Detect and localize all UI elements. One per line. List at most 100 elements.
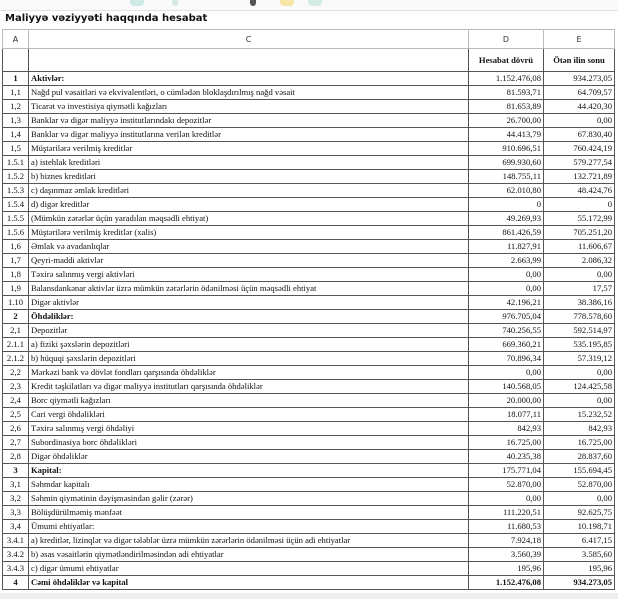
row-number[interactable]: 2,3 [2, 379, 29, 394]
previous-year-value[interactable]: 155.694,45 [543, 463, 615, 478]
row-number[interactable]: 1,7 [2, 253, 29, 268]
current-period-value[interactable]: 0,00 [468, 281, 544, 296]
row-number[interactable]: 1,8 [2, 267, 29, 282]
previous-year-value[interactable]: 934.273,05 [543, 575, 615, 590]
row-label[interactable]: Kapital: [28, 463, 469, 478]
previous-year-value[interactable]: 0,00 [543, 113, 615, 128]
row-number[interactable]: 1 [2, 71, 29, 86]
header-blank[interactable] [28, 48, 469, 72]
row-number[interactable]: 1,9 [2, 281, 29, 296]
previous-year-value[interactable]: 11.606,67 [543, 239, 615, 254]
current-period-value[interactable]: 111.220,51 [468, 505, 544, 520]
current-period-value[interactable]: 669.360,21 [468, 337, 544, 352]
current-period-value[interactable]: 62.010,80 [468, 183, 544, 198]
current-period-value[interactable]: 0,00 [468, 365, 544, 380]
row-label[interactable]: Bölüşdürülməmiş mənfəət [28, 505, 469, 520]
row-number[interactable]: 1.10 [2, 295, 29, 310]
current-period-value[interactable]: 0 [468, 197, 544, 212]
row-label[interactable]: Balansdankənar aktivlər üzrə mümkün zərə… [28, 281, 469, 296]
row-label[interactable]: Subordinasiya borc öhdəlikləri [28, 435, 469, 450]
previous-year-value[interactable]: 6.417,15 [543, 533, 615, 548]
previous-year-value[interactable]: 0,00 [543, 365, 615, 380]
current-period-value[interactable]: 2.663,99 [468, 253, 544, 268]
row-label[interactable]: b) hüquqi şəxslərin depozitləri [28, 351, 469, 366]
previous-year-value[interactable]: 0 [543, 197, 615, 212]
previous-year-value[interactable]: 592.514,97 [543, 323, 615, 338]
current-period-value[interactable]: 740.256,55 [468, 323, 544, 338]
row-number[interactable]: 4 [2, 575, 29, 590]
row-label[interactable]: c) daşınmaz əmlak kreditləri [28, 183, 469, 198]
previous-year-value[interactable]: 10.198,71 [543, 519, 615, 534]
row-label[interactable]: Mərkəzi bank və dövlət fondları qarşısın… [28, 365, 469, 380]
previous-year-value[interactable]: 52.870,00 [543, 477, 615, 492]
current-period-value[interactable]: 81.653,89 [468, 99, 544, 114]
row-number[interactable]: 2,8 [2, 449, 29, 464]
row-label[interactable]: a) kreditlər, lizinqlər və digər tələblə… [28, 533, 469, 548]
horizontal-scrollbar[interactable] [0, 593, 618, 599]
row-number[interactable]: 3.4.3 [2, 561, 29, 576]
header-current-period[interactable]: Hesabat dövrü [468, 48, 544, 72]
current-period-value[interactable]: 20.000,00 [468, 393, 544, 408]
row-number[interactable]: 1,5 [2, 141, 29, 156]
row-label[interactable]: Müştərilərə verilmiş kreditlər (xalis) [28, 225, 469, 240]
current-period-value[interactable]: 1.152.476,08 [468, 71, 544, 86]
row-number[interactable]: 1,1 [2, 85, 29, 100]
previous-year-value[interactable]: 760.424,19 [543, 141, 615, 156]
row-number[interactable]: 1.5.6 [2, 225, 29, 240]
current-period-value[interactable]: 81.593,71 [468, 85, 544, 100]
current-period-value[interactable]: 3.560,39 [468, 547, 544, 562]
row-number[interactable]: 2.1.2 [2, 351, 29, 366]
previous-year-value[interactable]: 92.625,75 [543, 505, 615, 520]
previous-year-value[interactable]: 57.319,12 [543, 351, 615, 366]
row-label[interactable]: Əmlak və avadanlıqlar [28, 239, 469, 254]
row-number[interactable]: 2 [2, 309, 29, 324]
current-period-value[interactable]: 40.235,38 [468, 449, 544, 464]
previous-year-value[interactable]: 705.251,20 [543, 225, 615, 240]
header-previous-year[interactable]: Ötən ilin sonu [543, 48, 615, 72]
row-label[interactable]: Kredit təşkilatları və digər maliyyə ins… [28, 379, 469, 394]
current-period-value[interactable]: 976.705,04 [468, 309, 544, 324]
current-period-value[interactable]: 11.827,91 [468, 239, 544, 254]
current-period-value[interactable]: 26.700,00 [468, 113, 544, 128]
row-number[interactable]: 3,1 [2, 477, 29, 492]
row-label[interactable]: (Mümkün zərərlər üçün yaradılan məqsədli… [28, 211, 469, 226]
row-label[interactable]: Cəmi öhdəliklər və kapital [28, 575, 469, 590]
row-label[interactable]: Təxirə salınmış vergi aktivləri [28, 267, 469, 282]
current-period-value[interactable]: 1.152.476,08 [468, 575, 544, 590]
current-period-value[interactable]: 842,93 [468, 421, 544, 436]
row-number[interactable]: 1.5.4 [2, 197, 29, 212]
row-label[interactable]: Digər öhdəliklər [28, 449, 469, 464]
row-label[interactable]: Səhmin qiymətinin dəyişməsindən gəlir (z… [28, 491, 469, 506]
column-header-c[interactable]: C [28, 29, 469, 49]
previous-year-value[interactable]: 3.585,60 [543, 547, 615, 562]
row-number[interactable]: 1,2 [2, 99, 29, 114]
row-number[interactable]: 1,6 [2, 239, 29, 254]
current-period-value[interactable]: 140.568,05 [468, 379, 544, 394]
row-number[interactable]: 1.5.2 [2, 169, 29, 184]
previous-year-value[interactable]: 38.386,16 [543, 295, 615, 310]
row-number[interactable]: 1,4 [2, 127, 29, 142]
toolbar-icon[interactable] [250, 0, 256, 6]
current-period-value[interactable]: 16.725,00 [468, 435, 544, 450]
previous-year-value[interactable]: 0,00 [543, 491, 615, 506]
row-label[interactable]: Öhdəliklər: [28, 309, 469, 324]
previous-year-value[interactable]: 16.725,00 [543, 435, 615, 450]
current-period-value[interactable]: 175.771,04 [468, 463, 544, 478]
row-label[interactable]: d) digər kreditlər [28, 197, 469, 212]
row-label[interactable]: Depozitlər [28, 323, 469, 338]
row-number[interactable]: 3,4 [2, 519, 29, 534]
row-label[interactable]: Ticarət və investisiya qiymətli kağızlar… [28, 99, 469, 114]
current-period-value[interactable]: 861.426,59 [468, 225, 544, 240]
current-period-value[interactable]: 42.196,21 [468, 295, 544, 310]
previous-year-value[interactable]: 195,96 [543, 561, 615, 576]
current-period-value[interactable]: 11.680,53 [468, 519, 544, 534]
previous-year-value[interactable]: 0,00 [543, 267, 615, 282]
column-header-d[interactable]: D [468, 29, 544, 49]
previous-year-value[interactable]: 124.425,58 [543, 379, 615, 394]
toolbar-icon[interactable] [280, 0, 294, 6]
previous-year-value[interactable]: 535.195,85 [543, 337, 615, 352]
current-period-value[interactable]: 44.413,79 [468, 127, 544, 142]
row-number[interactable]: 2,7 [2, 435, 29, 450]
row-label[interactable]: Təxirə salınmış vergi öhdəliyi [28, 421, 469, 436]
row-label[interactable]: a) fiziki şəxslərin depozitləri [28, 337, 469, 352]
